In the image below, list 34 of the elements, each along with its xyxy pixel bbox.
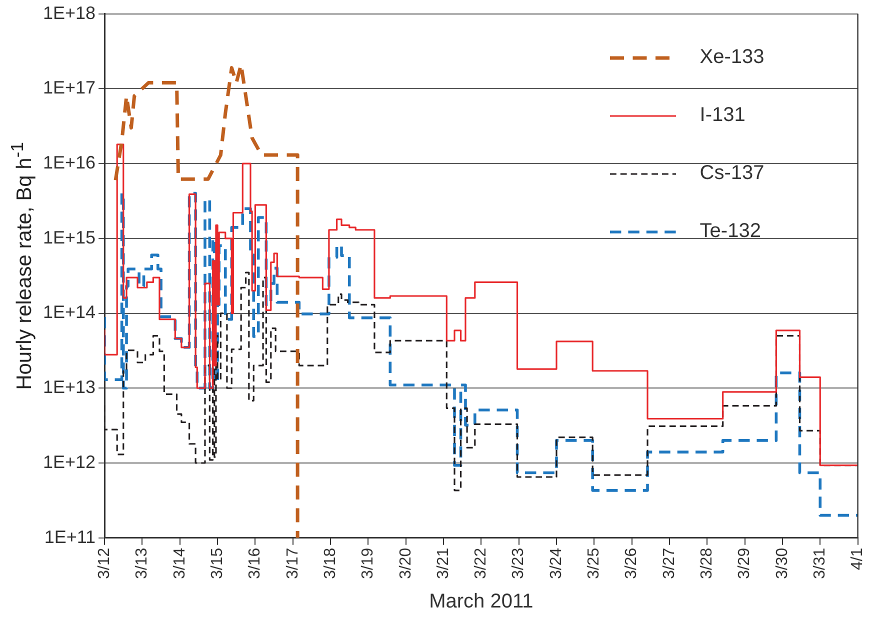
x-tick-label: 3/16	[246, 548, 264, 579]
y-tick-label: 1E+17	[42, 78, 96, 98]
x-tick-label: 3/26	[623, 548, 640, 579]
legend-label: Xe-133	[700, 46, 764, 70]
x-tick-label: 3/30	[774, 548, 791, 579]
x-tick-label: 3/21	[434, 548, 452, 579]
y-tick-label: 1E+16	[42, 152, 96, 172]
x-tick-label: 3/28	[698, 548, 716, 579]
y-tick-label: 1E+13	[42, 377, 96, 398]
x-tick-label: 3/17	[284, 548, 302, 579]
legend-label: I-131	[700, 104, 746, 128]
legend-label: Cs-137	[700, 162, 764, 186]
x-tick-label: 3/15	[208, 548, 226, 579]
x-tick-label: 3/27	[660, 548, 678, 579]
x-axis-title: March 2011	[429, 590, 534, 613]
x-tick-label: 3/12	[96, 548, 113, 579]
x-tick-label: 3/22	[472, 548, 490, 579]
x-tick-label: 3/18	[322, 548, 339, 579]
y-tick-label: 1E+11	[44, 526, 96, 547]
x-tick-label: 3/24	[548, 548, 565, 579]
y-tick-label: 1E+12	[42, 452, 96, 472]
x-tick-label: 3/13	[134, 548, 151, 579]
x-tick-label: 3/20	[397, 548, 414, 579]
x-tick-label: 3/14	[171, 548, 188, 579]
y-tick-label: 1E+15	[42, 227, 96, 248]
x-tick-label: 3/19	[360, 548, 377, 579]
x-tick-label: 3/25	[586, 548, 603, 579]
legend-label: Te-132	[700, 220, 761, 244]
y-tick-label: 1E+18	[42, 2, 96, 23]
x-tick-label: 3/29	[736, 548, 754, 579]
x-tick-label: 3/23	[510, 548, 528, 579]
y-tick-label: 1E+14	[42, 302, 96, 322]
x-tick-label: 4/1	[849, 548, 866, 570]
x-tick-label: 3/31	[812, 548, 829, 579]
